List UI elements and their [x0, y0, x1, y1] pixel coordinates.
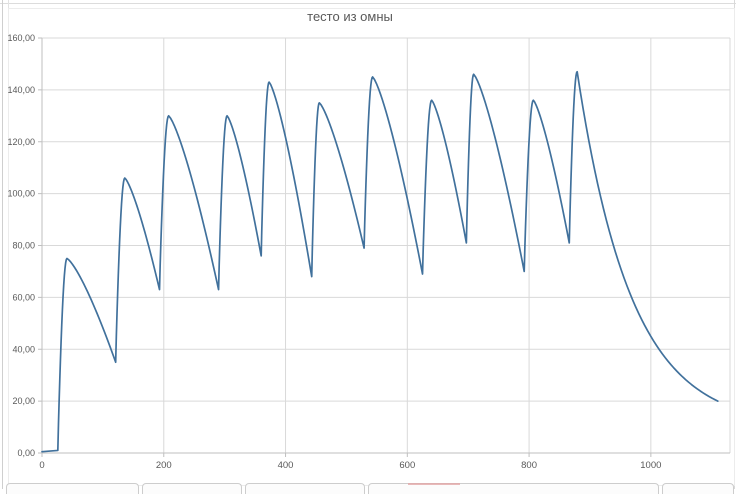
- chart-title: тесто из омны: [307, 9, 393, 24]
- sheet-column-line-left: [2, 0, 3, 489]
- sheet-row-line-top: [0, 3, 736, 4]
- x-axis-label: 400: [278, 460, 294, 471]
- cutoff-red-accent: [408, 483, 460, 485]
- y-axis-label: 40,00: [12, 344, 35, 354]
- series-line: [41, 70, 719, 453]
- x-axis-label: 1000: [640, 460, 661, 471]
- x-axis-label: 0: [39, 460, 44, 471]
- y-axis-label: 0,00: [17, 448, 35, 458]
- y-axis-label: 160,00: [7, 33, 35, 43]
- y-axis-label: 80,00: [12, 241, 35, 251]
- x-axis-label: 600: [399, 460, 415, 471]
- x-axis-label: 800: [521, 460, 537, 471]
- x-axis-label: 200: [156, 460, 172, 471]
- y-axis-label: 100,00: [7, 189, 35, 199]
- y-axis-label: 60,00: [12, 292, 35, 302]
- y-axis-label: 140,00: [7, 85, 35, 95]
- y-axis-label: 120,00: [7, 137, 35, 147]
- y-axis-label: 20,00: [12, 396, 35, 406]
